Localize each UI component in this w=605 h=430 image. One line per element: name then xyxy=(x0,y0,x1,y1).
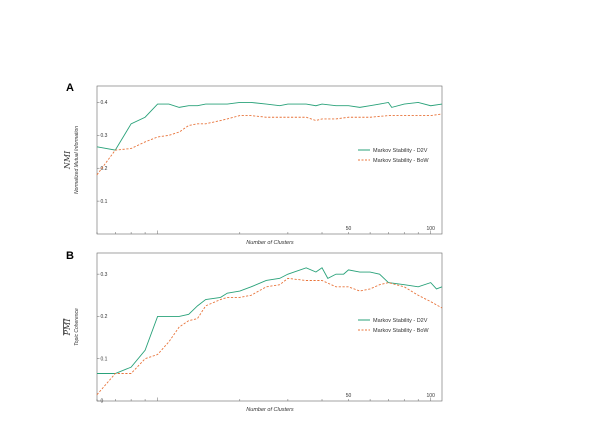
y-tick-label: 0.2 xyxy=(101,314,108,320)
panel-b-ylabel-main: PMI xyxy=(63,318,72,337)
y-tick-label: 0.1 xyxy=(101,356,108,362)
panel-b: B 0 0.1 0.2 0.3 50 100 PMI Topic Coherence N… xyxy=(63,250,443,413)
panel-a-series-lines xyxy=(96,101,443,176)
panel-a-legend-bow-label: Markov Stability - BoW xyxy=(373,158,429,164)
x-tick-label: 100 xyxy=(427,393,436,399)
y-tick-label: 0 xyxy=(101,399,104,405)
y-tick-label: 0.4 xyxy=(101,100,108,106)
panel-a-legend: Markov Stability - D2V Markov Stability … xyxy=(358,148,429,164)
panel-a-ylabel-sub: Normalized Mutual Information xyxy=(74,126,80,194)
series-line-d2v xyxy=(97,267,443,374)
panel-a-letter: A xyxy=(66,82,74,94)
panel-a-y-ticks: 0.1 0.2 0.3 0.4 xyxy=(97,100,108,205)
panel-a-x-ticks: 50 100 xyxy=(96,226,436,234)
x-tick-label: 100 xyxy=(427,226,436,232)
panel-a-ylabel-main: NMI xyxy=(63,150,72,170)
panel-a-plot-frame xyxy=(96,85,443,235)
series-line-bow xyxy=(96,277,443,395)
x-tick-label: 50 xyxy=(346,226,352,232)
y-tick-label: 0.2 xyxy=(101,166,108,172)
panel-b-ylabel-sub: Topic Coherence xyxy=(74,308,80,346)
panel-b-letter: B xyxy=(66,250,74,262)
panel-a-xlabel: Number of Clusters xyxy=(246,240,294,246)
y-tick-label: 0.3 xyxy=(101,133,108,139)
panel-b-legend-bow-label: Markov Stability - BoW xyxy=(373,328,429,334)
panel-a: A 0.1 0.2 0.3 0.4 50 100 NMI Normalized Mutu… xyxy=(63,82,443,246)
series-line-bow xyxy=(96,113,443,176)
panel-b-series-lines xyxy=(96,267,443,395)
panel-b-plot-frame xyxy=(96,252,443,402)
x-tick-label: 50 xyxy=(346,393,352,399)
series-line-d2v xyxy=(96,101,443,151)
panel-b-legend: Markov Stability - D2V Markov Stability … xyxy=(358,318,429,334)
panel-b-xlabel: Number of Clusters xyxy=(246,407,294,413)
y-tick-label: 0.3 xyxy=(101,272,108,278)
y-tick-label: 0.1 xyxy=(101,199,108,205)
panel-b-x-ticks: 50 100 xyxy=(96,393,436,401)
panel-b-y-ticks: 0 0.1 0.2 0.3 xyxy=(97,272,108,405)
panel-b-legend-d2v-label: Markov Stability - D2V xyxy=(373,318,428,324)
panel-a-legend-d2v-label: Markov Stability - D2V xyxy=(373,148,428,154)
